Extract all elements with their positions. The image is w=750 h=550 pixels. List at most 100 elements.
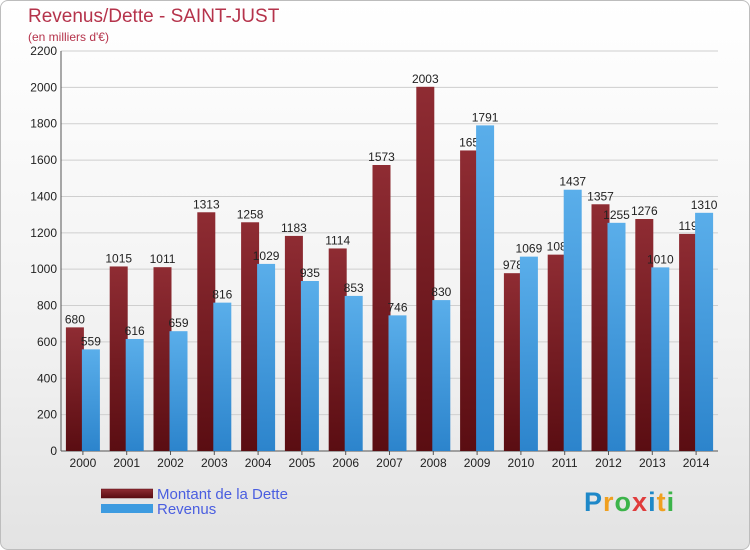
bar-debt — [503, 273, 522, 451]
x-tick-label: 2003 — [201, 456, 228, 470]
data-label-debt: 2003 — [412, 72, 439, 86]
data-label-debt: 978 — [503, 258, 523, 272]
legend-swatch-debt — [101, 488, 153, 499]
data-label-debt: 1258 — [237, 207, 264, 221]
bar-debt — [284, 235, 303, 451]
bar-revenue — [300, 281, 319, 451]
bar-debt — [241, 222, 260, 451]
data-label-revenue: 1010 — [647, 252, 674, 266]
data-label-debt: 1183 — [281, 221, 307, 235]
bar-debt — [372, 165, 391, 451]
x-tick-label: 2009 — [464, 456, 491, 470]
bar-revenue — [695, 212, 714, 451]
y-tick-label: 1400 — [30, 189, 57, 203]
bar-revenue — [476, 125, 495, 451]
bar-debt — [591, 204, 610, 451]
data-label-revenue: 1029 — [253, 249, 280, 263]
y-tick-label: 1800 — [30, 117, 57, 131]
data-label-revenue: 559 — [81, 334, 101, 348]
data-label-debt: 1313 — [193, 197, 220, 211]
y-tick-label: 800 — [37, 299, 57, 313]
x-tick-label: 2008 — [420, 456, 447, 470]
bar-revenue — [563, 189, 582, 451]
bar-debt — [109, 266, 128, 451]
data-label-debt: 1015 — [105, 251, 132, 265]
y-tick-label: 2000 — [30, 80, 57, 94]
x-tick-label: 2007 — [376, 456, 403, 470]
bar-revenue — [81, 349, 100, 451]
data-label-debt: 1114 — [325, 233, 350, 247]
y-tick-label: 600 — [37, 335, 57, 349]
data-label-revenue: 616 — [125, 324, 145, 338]
chart-title: Revenus/Dette - SAINT-JUST — [28, 6, 280, 27]
bar-revenue — [388, 315, 407, 451]
bar-debt — [635, 219, 654, 451]
y-tick-label: 1600 — [30, 153, 57, 167]
x-tick-label: 2012 — [595, 456, 622, 470]
bar-revenue — [432, 300, 451, 451]
data-label-revenue: 935 — [300, 266, 320, 280]
data-label-revenue: 659 — [168, 316, 188, 330]
chart-subtitle: (en milliers d'€) — [28, 30, 109, 44]
data-label-debt: 119 — [679, 219, 698, 233]
x-tick-label: 2013 — [639, 456, 666, 470]
brand-letter: P — [584, 487, 604, 517]
y-tick-label: 200 — [37, 408, 57, 422]
x-tick-label: 2010 — [508, 456, 535, 470]
data-label-revenue: 1310 — [691, 198, 718, 212]
data-label-debt: 1011 — [150, 252, 176, 266]
bar-debt — [547, 254, 566, 451]
data-label-revenue: 1791 — [472, 110, 499, 124]
brand-letter: x — [632, 487, 649, 517]
data-label-revenue: 1437 — [559, 175, 586, 189]
bar-revenue — [125, 339, 144, 451]
brand-letter: i — [648, 487, 657, 517]
legend-swatch-revenue — [101, 504, 153, 513]
bar-debt — [153, 267, 172, 451]
bar-revenue — [519, 256, 538, 451]
x-tick-label: 2000 — [70, 456, 97, 470]
bar-revenue — [651, 267, 670, 451]
x-tick-label: 2011 — [552, 456, 578, 470]
brand-letter: t — [656, 487, 667, 517]
data-label-revenue: 816 — [212, 288, 232, 302]
data-label-debt: 108 — [547, 240, 567, 254]
bar-debt — [65, 327, 84, 451]
y-tick-label: 0 — [50, 444, 57, 458]
bar-debt — [197, 212, 216, 451]
legend-label-debt: Montant de la Dette — [157, 486, 288, 503]
brand-logo: Proxiti — [584, 487, 675, 518]
y-tick-label: 2200 — [30, 44, 57, 58]
x-tick-label: 2001 — [113, 456, 140, 470]
data-label-revenue: 746 — [387, 300, 407, 314]
bar-revenue — [257, 263, 276, 451]
bar-revenue — [213, 302, 232, 451]
data-label-debt: 1573 — [368, 150, 395, 164]
x-tick-label: 2014 — [683, 456, 710, 470]
legend-swatches — [101, 488, 153, 513]
bar-revenue — [169, 331, 188, 451]
bar-revenue — [344, 295, 363, 451]
brand-letter: r — [603, 487, 615, 517]
brand-letter: o — [614, 487, 633, 517]
x-tick-label: 2002 — [157, 456, 184, 470]
bar-debt — [328, 248, 347, 451]
y-tick-label: 1200 — [30, 226, 57, 240]
bar-debt — [679, 233, 698, 451]
legend-label-revenue: Revenus — [157, 501, 217, 518]
y-tick-label: 400 — [37, 371, 57, 385]
bar-debt — [460, 150, 479, 452]
y-tick-label: 1000 — [30, 262, 57, 276]
data-label-debt: 680 — [65, 312, 85, 326]
bar-debt — [416, 86, 435, 452]
data-label-revenue: 853 — [344, 281, 364, 295]
x-tick-label: 2004 — [245, 456, 272, 470]
data-label-revenue: 1069 — [516, 242, 543, 256]
data-label-debt: 1357 — [587, 189, 614, 203]
data-label-revenue: 830 — [431, 285, 451, 299]
x-tick-label: 2006 — [332, 456, 359, 470]
data-label-revenue: 1255 — [603, 208, 630, 222]
x-tick-label: 2005 — [289, 456, 316, 470]
